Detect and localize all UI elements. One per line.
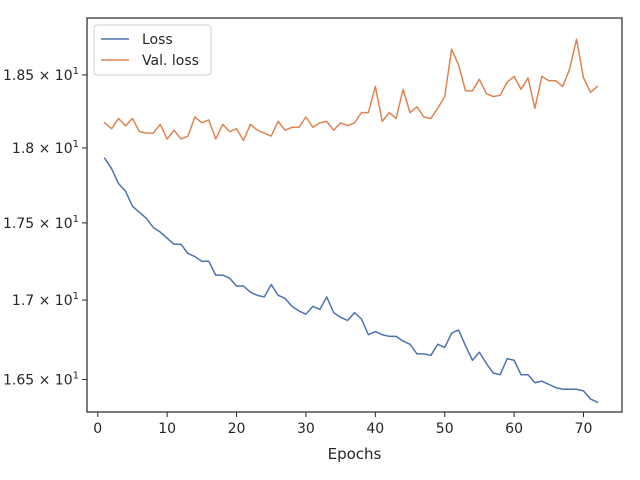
y-tick-label: 1.75 × 101: [3, 214, 79, 232]
series-line-1: [103, 38, 599, 142]
y-tick-label: 1.7 × 101: [12, 291, 79, 309]
y-axis: 1.65 × 101 1.7 × 101 1.75 × 101 1.8 × 101 1.…: [3, 66, 87, 389]
x-tick-label: 40: [366, 421, 384, 437]
y-tick-label: 1.65 × 101: [3, 371, 79, 389]
x-tick-label: 60: [505, 421, 523, 437]
x-axis: 0 10 20 30 40 50 60 70: [93, 412, 592, 437]
legend: Loss Val. loss: [93, 24, 212, 76]
x-axis-label: Epochs: [328, 445, 382, 463]
x-tick-label: 10: [158, 421, 176, 437]
series-line-0: [103, 157, 599, 404]
plot-frame: [86, 17, 623, 413]
y-tick-label: 1.85 × 101: [3, 66, 79, 84]
x-tick-label: 20: [228, 421, 246, 437]
y-tick-label: 1.8 × 101: [12, 139, 79, 157]
x-tick-label: 0: [93, 421, 102, 437]
legend-label: Loss: [142, 32, 173, 48]
x-tick-label: 50: [436, 421, 454, 437]
plot-lines: [103, 38, 599, 404]
legend-box: [93, 24, 212, 76]
x-tick-label: 70: [575, 421, 593, 437]
legend-label: Val. loss: [142, 53, 199, 69]
x-tick-label: 30: [297, 421, 315, 437]
